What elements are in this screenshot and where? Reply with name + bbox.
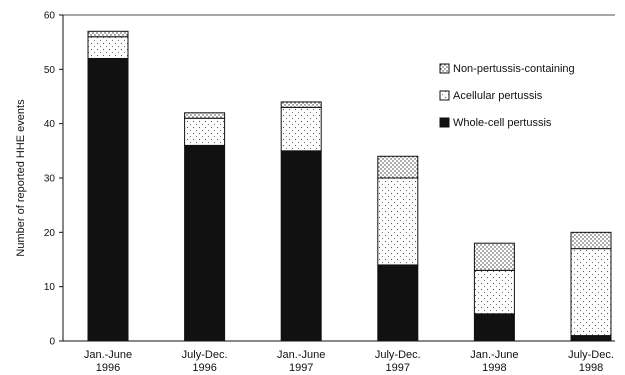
bar-segment-whole-cell-pertussis [184,144,226,342]
x-tick-label: July-Dec. [182,349,228,361]
x-tick-label: 1998 [482,362,506,374]
bar-segment-acellular-pertussis [473,269,515,315]
bar-segment-acellular-pertussis [377,177,419,266]
y-axis-title: Number of reported HHE events [15,99,27,257]
bar-segment-whole-cell-pertussis [280,150,322,342]
bar-segment-non-pertussis-containing [570,231,612,250]
x-tick-label: 1996 [96,362,120,374]
bar-segment-acellular-pertussis [280,106,322,152]
x-tick-label: 1996 [192,362,216,374]
y-tick-label: 0 [49,337,55,348]
bar-segment-whole-cell-pertussis [377,264,419,342]
bar-segment-whole-cell-pertussis [473,313,515,342]
x-tick-labels: Jan.-June1996July-Dec.1996Jan.-June1997J… [84,349,614,374]
x-tick-label: July-Dec. [568,349,614,361]
legend-swatch [439,117,450,128]
bar-segment-whole-cell-pertussis [570,335,612,342]
y-tick-label: 10 [44,282,56,293]
y-tick-label: 60 [44,11,56,22]
y-tick-label: 30 [44,174,56,185]
bar-segment-non-pertussis-containing [184,112,226,119]
x-tick-label: Jan.-June [470,349,518,361]
legend-swatch [439,63,450,74]
x-tick-label: 1997 [386,362,410,374]
legend-label: Whole-cell pertussis [453,117,552,129]
bar-segment-non-pertussis-containing [377,155,419,179]
y-tick-label: 20 [44,228,56,239]
bar-segment-acellular-pertussis [87,36,129,59]
legend-label: Acellular pertussis [453,90,543,102]
y-tick-label: 50 [44,65,56,76]
legend-swatch [439,90,450,101]
bar-segment-non-pertussis-containing [473,242,515,271]
x-tick-label: Jan.-June [84,349,132,361]
y-tick-label: 40 [44,119,56,130]
bar-segment-whole-cell-pertussis [87,57,129,342]
bar-segment-non-pertussis-containing [87,30,129,38]
bar-segment-non-pertussis-containing [280,101,322,108]
bar-segment-acellular-pertussis [570,248,612,337]
x-tick-label: 1997 [289,362,313,374]
legend: Non-pertussis-containing Acellular pertus… [439,63,575,129]
x-tick-label: July-Dec. [375,349,421,361]
x-tick-label: 1998 [579,362,603,374]
y-ticks: 0 10 20 30 40 50 60 [44,11,63,348]
x-tick-label: Jan.-June [277,349,325,361]
bars [87,30,612,342]
legend-label: Non-pertussis-containing [453,63,575,75]
bar-segment-acellular-pertussis [184,117,226,146]
